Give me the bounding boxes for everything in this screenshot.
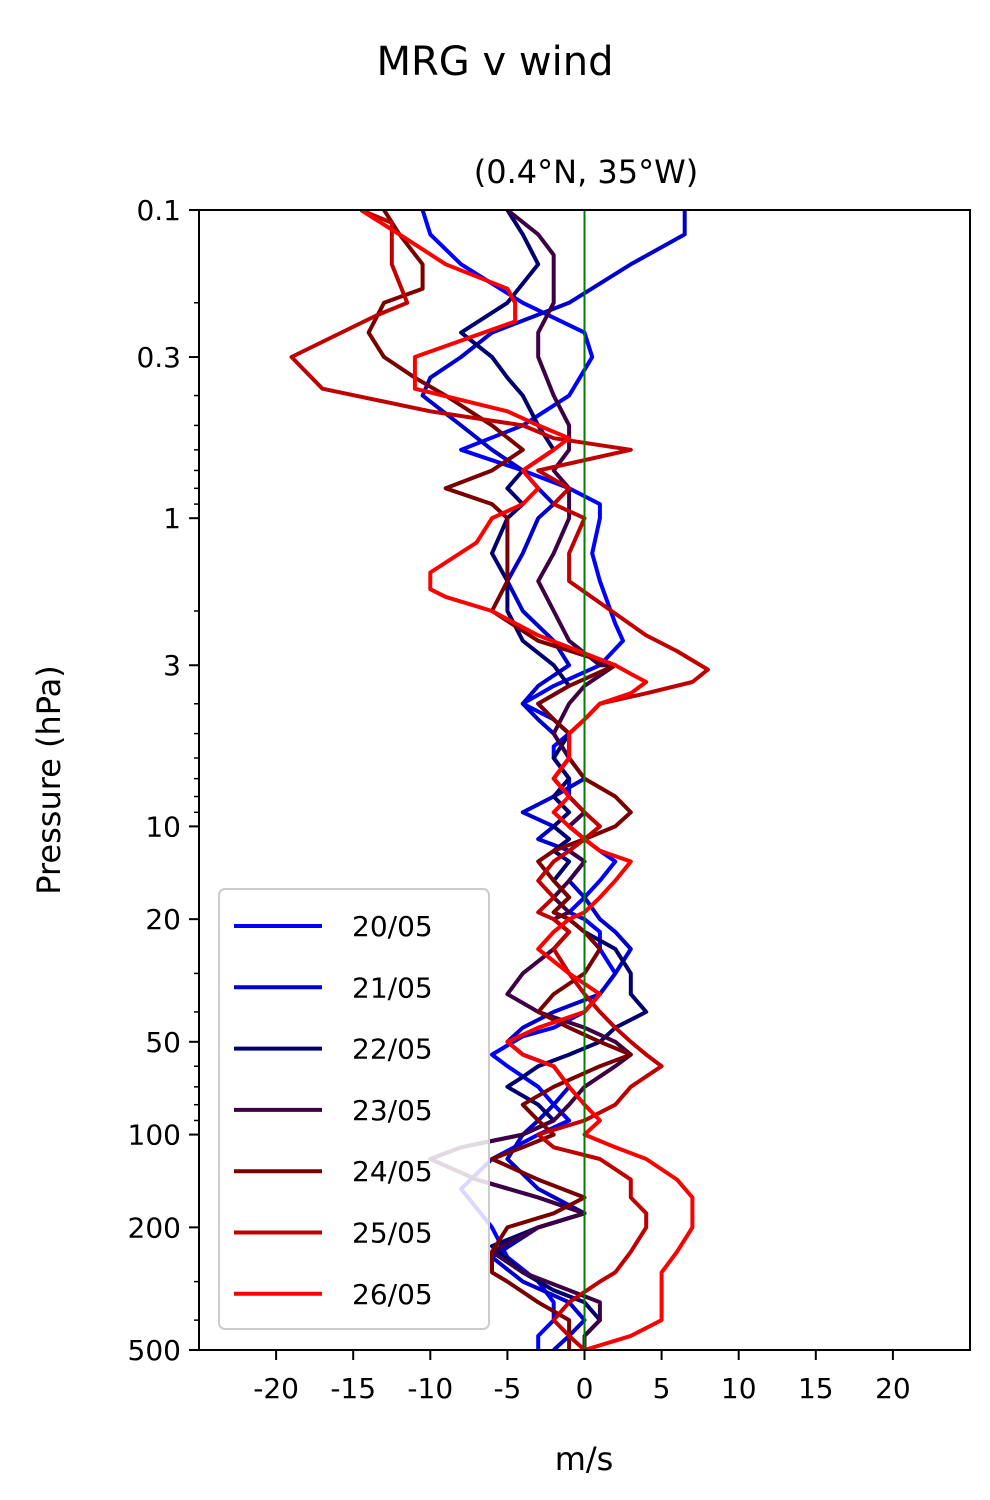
y-tick-label: 500 (128, 1334, 181, 1367)
y-axis-ticks: 0.1 0.3 1 3 10 20 50 100 200 500 (128, 194, 199, 1367)
legend-label-2: 22/05 (352, 1033, 433, 1066)
legend-label-3: 23/05 (352, 1094, 433, 1127)
y-tick-label: 10 (145, 810, 181, 843)
y-tick-label: 50 (145, 1026, 181, 1059)
x-tick-label: -20 (253, 1372, 299, 1405)
x-tick-label: -15 (330, 1372, 376, 1405)
legend-label-4: 24/05 (352, 1155, 433, 1188)
x-axis-ticks: -20 -15 -10 -5 0 5 10 15 20 (253, 1350, 911, 1405)
y-tick-label: 1 (163, 502, 181, 535)
series-line-3 (428, 210, 633, 1350)
x-tick-label: 0 (576, 1372, 594, 1405)
legend: 20/05 21/05 22/05 23/05 24/05 25/05 26/05 (218, 888, 490, 1330)
y-axis-label: Pressure (hPa) (30, 665, 68, 895)
chart-suptitle: MRG v wind (377, 39, 614, 85)
series-layer (289, 210, 710, 1350)
legend-label-5: 25/05 (352, 1217, 433, 1250)
y-tick-label: 200 (128, 1211, 181, 1244)
x-tick-label: -10 (407, 1372, 453, 1405)
x-tick-label: 15 (798, 1372, 834, 1405)
legend-label-6: 26/05 (352, 1278, 433, 1311)
y-tick-label: 100 (128, 1119, 181, 1152)
y-tick-label: 0.1 (136, 194, 181, 227)
x-axis-label: m/s (555, 1440, 614, 1478)
legend-label-0: 20/05 (352, 910, 433, 943)
x-tick-label: -5 (493, 1372, 521, 1405)
legend-frame (218, 888, 490, 1330)
plot-area (289, 210, 710, 1350)
y-tick-label: 3 (163, 649, 181, 682)
x-tick-label: 10 (721, 1372, 757, 1405)
x-tick-label: 5 (653, 1372, 671, 1405)
chart-title: (0.4°N, 35°W) (474, 153, 699, 191)
series-line-4 (366, 210, 633, 1350)
x-tick-label: 20 (875, 1372, 911, 1405)
y-tick-label: 20 (145, 903, 181, 936)
series-line-5 (289, 210, 710, 1350)
y-tick-label: 0.3 (136, 341, 181, 374)
series-line-6 (359, 210, 695, 1350)
legend-label-1: 21/05 (352, 971, 433, 1004)
